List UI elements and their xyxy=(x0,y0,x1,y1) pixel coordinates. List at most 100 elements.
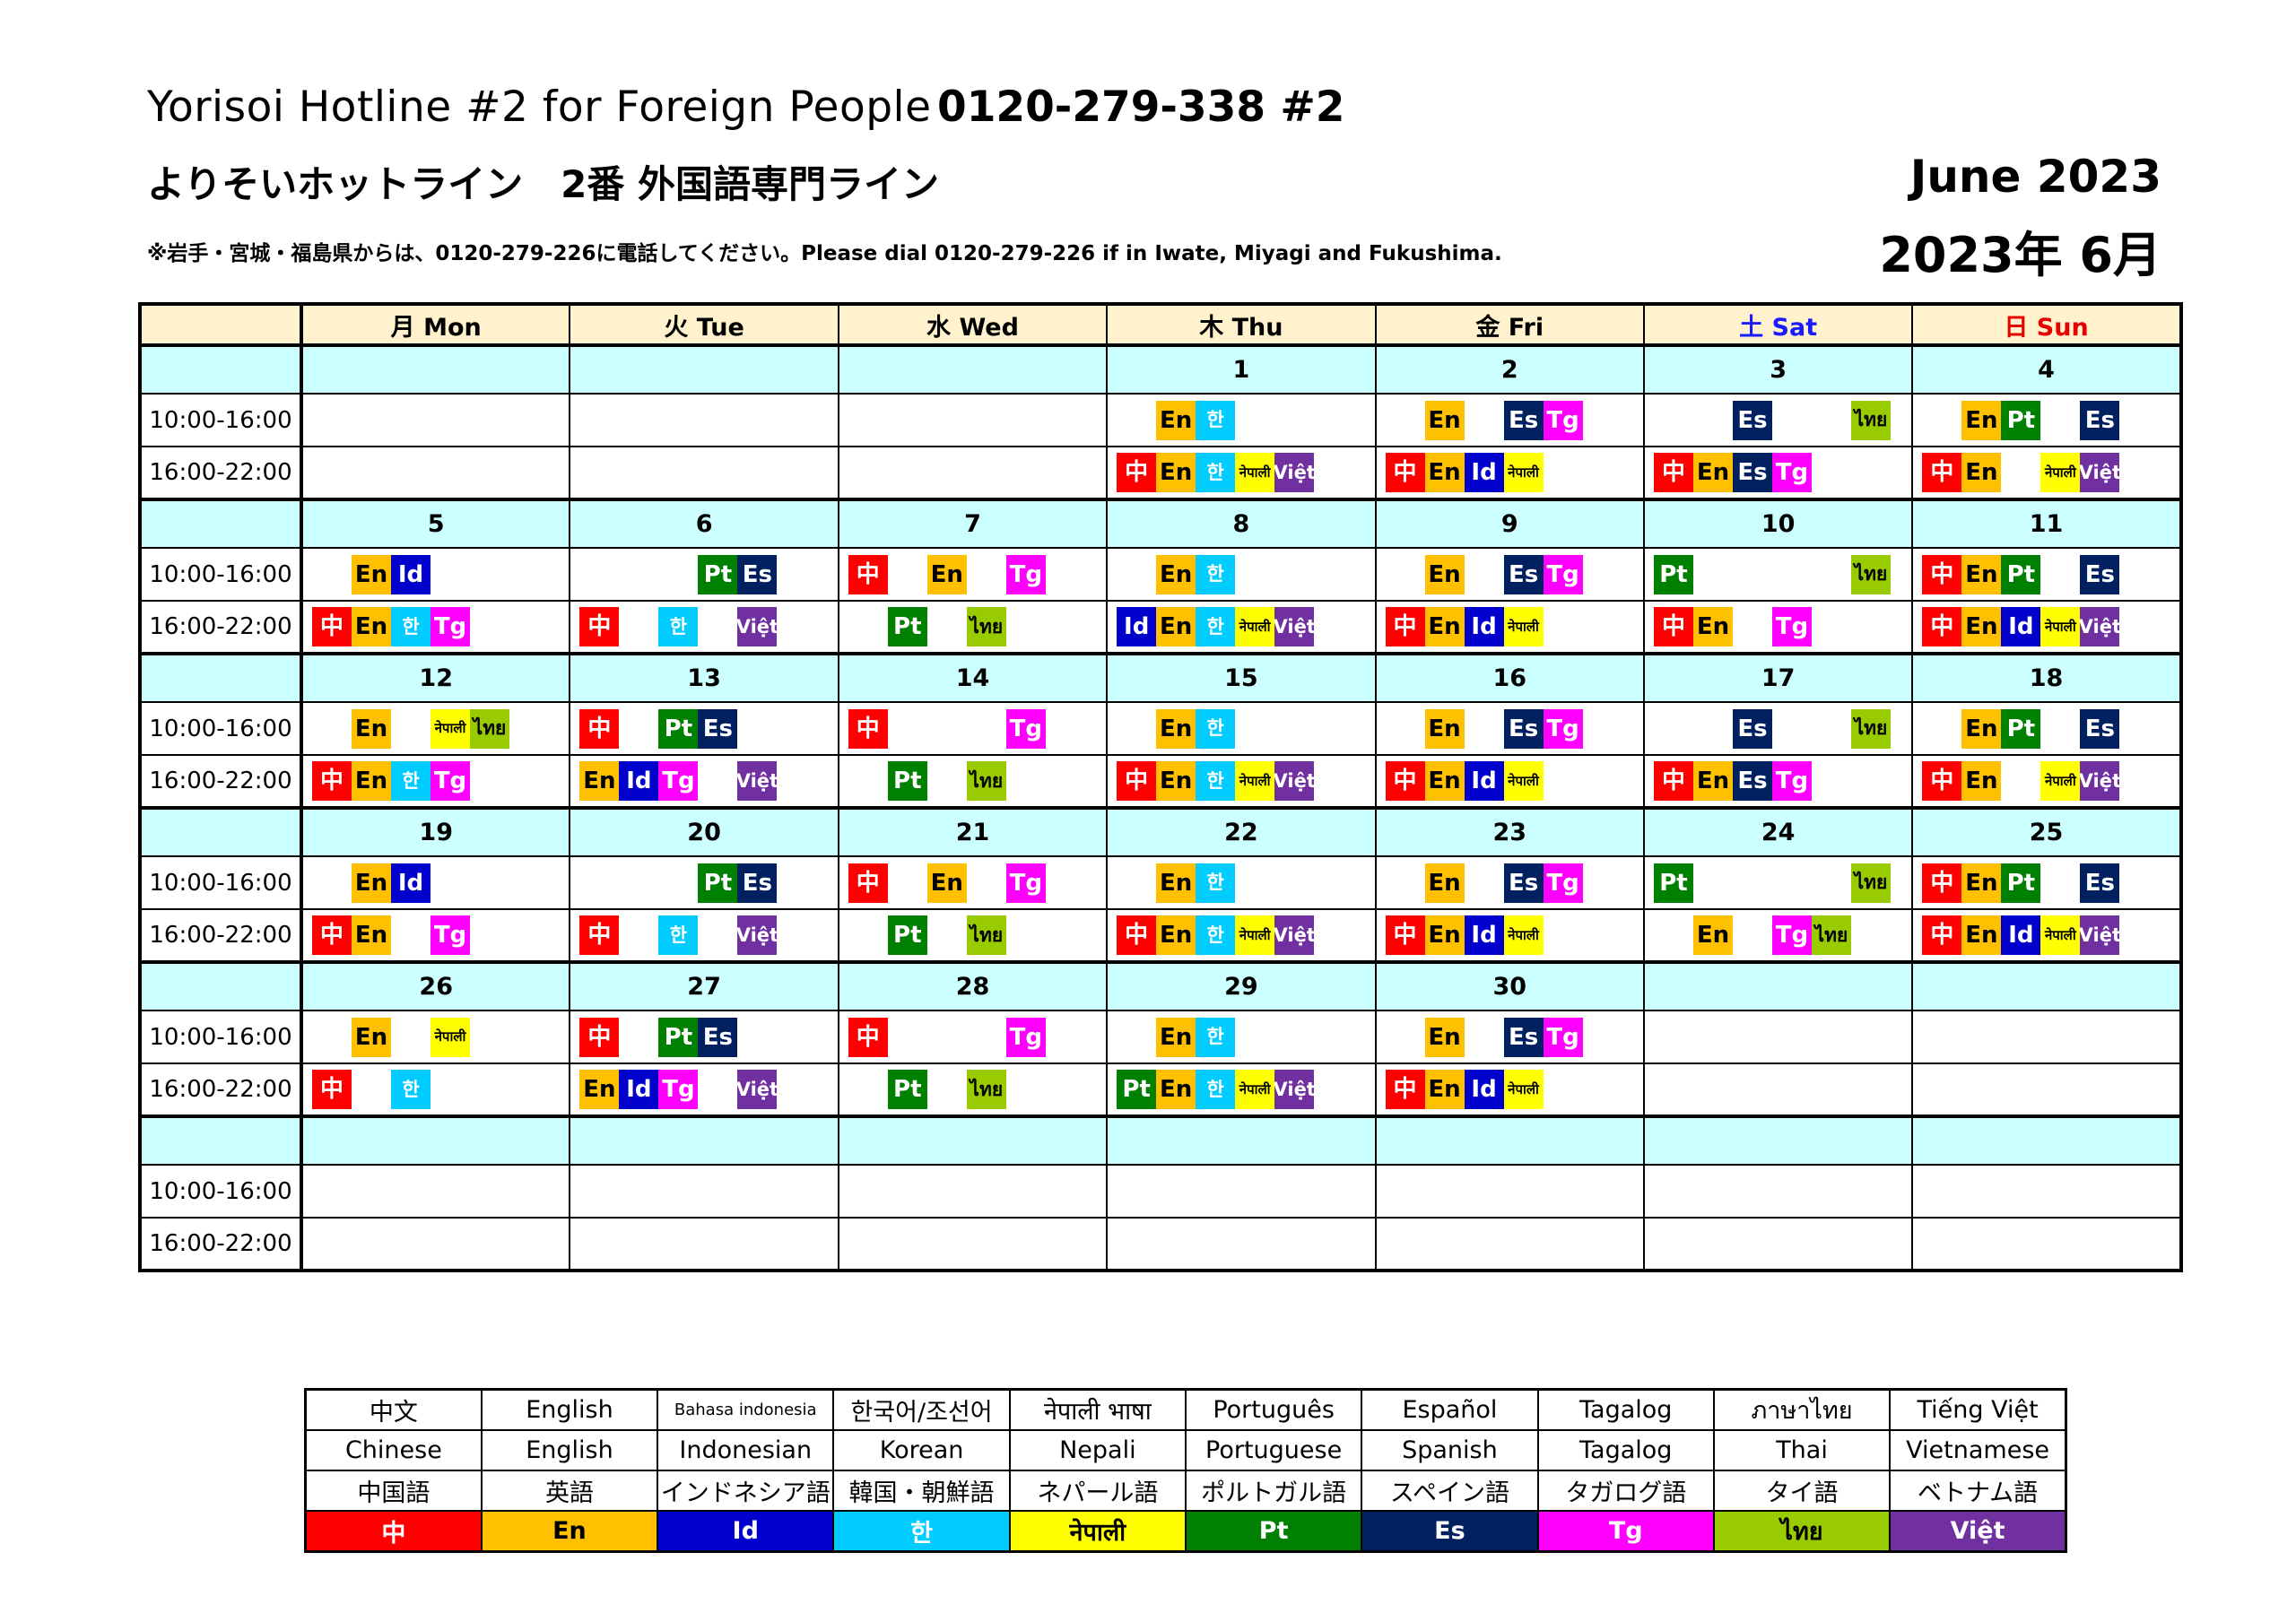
week-date-row: 5 6 7 8 9 10 11 xyxy=(139,498,2182,549)
date-cell: 29 xyxy=(1106,960,1377,1011)
language-badge-group: 中 En Es Tg xyxy=(1646,757,1910,806)
time-slot-row: 10:00-16:00 En Id Pt Es 中 En Tg En 한 En Es Tg Pt ไทย中 E… xyxy=(139,547,2182,602)
language-badge-group xyxy=(303,395,568,445)
slot-cell: 中 한 Việt xyxy=(569,600,839,655)
language-badge-zh: 中 xyxy=(848,554,888,594)
time-slot-row: 16:00-22:00 中 En 한 Tg 中 한 Việt Pt ไทย Id En 한 नेपाली V… xyxy=(139,600,2182,655)
date-cell: 20 xyxy=(569,806,839,857)
slot-cell: En Id Tg Việt xyxy=(569,1063,839,1117)
time-slot-label: 16:00-22:00 xyxy=(139,754,303,809)
legend-color-ne: नेपाली xyxy=(1008,1510,1187,1553)
language-badge-group: 中 En नेपाली Việt xyxy=(1914,757,2179,806)
language-badge-en: En xyxy=(1692,453,1733,492)
language-badge-en: En xyxy=(1424,1017,1465,1057)
date-cell xyxy=(300,343,571,395)
weekday-header: 土 Sat xyxy=(1642,303,1914,346)
language-badge-group: 中 En Tg xyxy=(840,858,1105,907)
language-badge-group: Pt Es xyxy=(571,858,836,907)
legend-row-colors: 中 En Id 한 नेपाली Pt Es Tg ไทย Việt xyxy=(304,1510,2067,1553)
language-badge-tg: Tg xyxy=(658,1070,699,1109)
legend-cell: Portuguese xyxy=(1184,1429,1363,1471)
language-badge-group: En Id Tg Việt xyxy=(571,757,836,806)
week-date-row xyxy=(139,1115,2182,1166)
language-badge-group: 中 En Id नेपाली Việt xyxy=(1914,603,2179,652)
language-badge-ne: नेपाली xyxy=(2040,761,2081,801)
language-badge-pt: Pt xyxy=(887,761,927,801)
date-cell: 4 xyxy=(1911,343,2182,395)
date-cell: 12 xyxy=(300,652,571,703)
time-slot-label: 16:00-22:00 xyxy=(139,446,303,500)
language-badge-pt: Pt xyxy=(2001,400,2041,440)
language-badge-es: Es xyxy=(698,1017,738,1057)
slot-cell: 中 En 한 नेपाली Việt xyxy=(1106,446,1377,500)
language-badge-zh: 中 xyxy=(1653,607,1693,646)
language-badge-group xyxy=(1914,1012,2179,1062)
language-badge-th: ไทย xyxy=(966,915,1006,955)
legend-row-native: 中文 English Bahasa indonesia 한국어/조선어 नेपाली भ… xyxy=(304,1388,2067,1431)
date-cell: 15 xyxy=(1106,652,1377,703)
slot-cell: 中 En Id नेपाली xyxy=(1374,446,1645,500)
slot-cell: Id En 한 नेपाली Việt xyxy=(1106,600,1377,655)
language-badge-pt: Pt xyxy=(658,708,699,749)
language-badge-group: 中 Pt Es xyxy=(571,1012,836,1062)
language-badge-pt: Pt xyxy=(1117,1070,1157,1109)
language-badge-zh: 中 xyxy=(1922,453,1962,492)
language-badge-group: 中 En Id नेपाली Việt xyxy=(1914,911,2179,960)
slot-cell: En 한 xyxy=(1106,547,1377,602)
slot-cell xyxy=(569,1164,839,1219)
legend-cell: Tagalog xyxy=(1536,1388,1715,1431)
language-badge-en: En xyxy=(1961,863,2002,903)
language-badge-group xyxy=(303,448,568,498)
language-badge-group: En Id Tg Việt xyxy=(571,1065,836,1115)
hotline-title-japanese: よりそいホットライン 2番 外国語専門ライン xyxy=(147,162,940,206)
language-badge-tg: Tg xyxy=(658,761,699,801)
language-badge-es: Es xyxy=(1503,400,1544,440)
legend-cell: Español xyxy=(1361,1388,1539,1431)
date-cell xyxy=(569,343,839,395)
slot-cell: En Pt Es xyxy=(1911,393,2182,447)
language-badge-es: Es xyxy=(1732,453,1772,492)
language-badge-en: En xyxy=(1156,708,1196,749)
slot-cell: 中 En Id नेपाली xyxy=(1374,1063,1645,1117)
date-row-label xyxy=(139,343,303,395)
time-slot-row: 16:00-22:00 中 한 En Id Tg Việt Pt ไทย Pt En 한 नेपाली V… xyxy=(139,1063,2182,1117)
language-badge-zh: 中 xyxy=(1653,761,1693,801)
legend-cell: Nepali xyxy=(1008,1429,1187,1471)
slot-cell: 中 En Tg xyxy=(300,908,571,963)
language-badge-en: En xyxy=(926,554,967,594)
slot-cell: En Es Tg xyxy=(1374,547,1645,602)
month-label-english: June 2023 xyxy=(1909,151,2161,203)
language-badge-group: 中 Tg xyxy=(840,704,1105,753)
language-badge-group: 中 En Id नेपाली xyxy=(1378,1065,1642,1115)
language-badge-pt: Pt xyxy=(887,915,927,955)
date-cell: 2 xyxy=(1374,343,1645,395)
language-badge-ne: नेपाली xyxy=(430,708,470,749)
time-slot-row: 16:00-22:00 中 En Tg 中 한 Việt Pt ไทย中 En 한 नेपाली Việ… xyxy=(139,908,2182,963)
legend-cell: Indonesian xyxy=(657,1429,835,1471)
language-badge-group xyxy=(840,1167,1105,1216)
week-date-row: 19 20 21 22 23 24 25 xyxy=(139,806,2182,857)
slot-cell: 中 En नेपाली Việt xyxy=(1911,754,2182,809)
language-badge-en: En xyxy=(352,607,391,646)
date-cell: 11 xyxy=(1911,498,2182,549)
language-badge-ko: 한 xyxy=(1196,400,1236,440)
slot-cell xyxy=(1374,1164,1645,1219)
language-badge-group xyxy=(840,395,1105,445)
language-badge-id: Id xyxy=(1117,607,1157,646)
language-badge-en: En xyxy=(1961,607,2002,646)
week-date-row: 12 13 14 15 16 17 18 xyxy=(139,652,2182,703)
language-badge-ne: नेपाली xyxy=(1503,607,1544,646)
language-badge-es: Es xyxy=(737,554,778,594)
language-badge-en: En xyxy=(579,761,620,801)
language-badge-th: ไทย xyxy=(966,1070,1006,1109)
language-badge-group: Pt ไทย xyxy=(1646,550,1910,599)
language-badge-th: ไทย xyxy=(1850,863,1891,903)
slot-cell: 中 En Es Tg xyxy=(1642,446,1914,500)
language-badge-group: 中 En Id नेपाली xyxy=(1378,911,1642,960)
slot-cell: En Tg ไทย xyxy=(1642,908,1914,963)
language-badge-zh: 中 xyxy=(1117,453,1157,492)
language-badge-es: Es xyxy=(2080,708,2120,749)
slot-cell: En Es Tg xyxy=(1374,1010,1645,1064)
date-row-label xyxy=(139,806,303,857)
slot-cell: En Id xyxy=(300,855,571,910)
